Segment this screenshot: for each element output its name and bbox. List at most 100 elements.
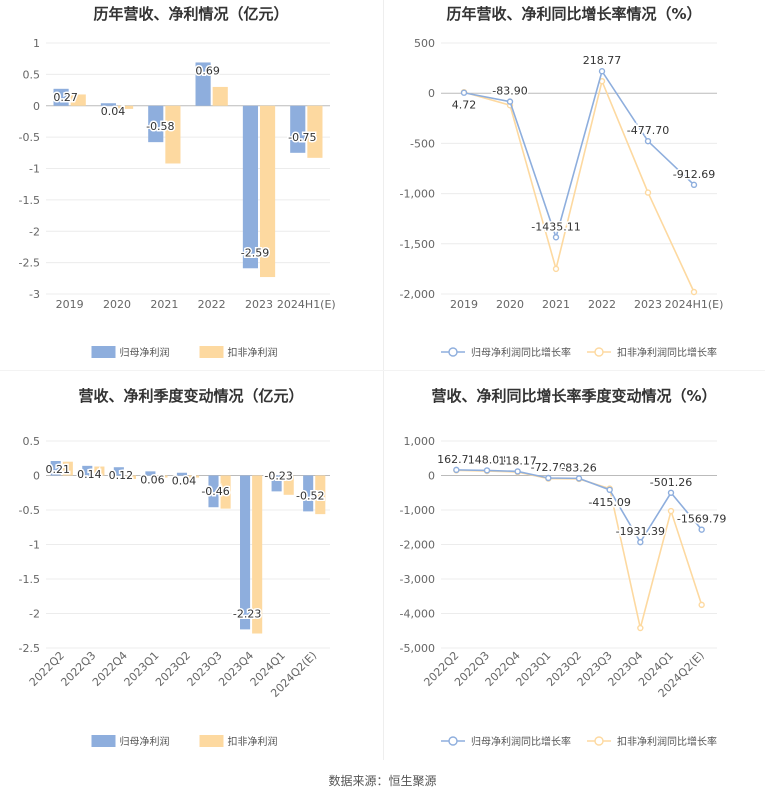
data-label: -501.26: [650, 476, 692, 489]
bar-parent-net-profit: [50, 461, 61, 476]
line-point: [690, 288, 698, 296]
line-parent-net-profit-growth: [463, 69, 695, 241]
data-label: 0.04: [172, 475, 197, 488]
x-tick-label: 2019: [56, 298, 84, 311]
y-tick-label: -5,000: [400, 642, 435, 655]
x-tick-label: 2020: [496, 298, 524, 311]
line-point: [690, 181, 698, 189]
chart-title: 营收、净利季度变动情况（亿元）: [78, 387, 303, 405]
legend-swatch-parent: [91, 735, 116, 747]
bar-parent-net-profit: [290, 105, 306, 153]
bar-parent-net-profit: [53, 88, 69, 106]
data-label: 0.06: [140, 473, 165, 486]
bar-parent-net-profit: [303, 475, 314, 512]
line-deducted-net-profit-growth: [456, 469, 703, 629]
bar-parent-net-profit: [271, 475, 282, 492]
legend-label: 扣非净利润: [228, 346, 278, 359]
x-tick-label: 2024H1(E): [665, 298, 724, 311]
data-label: 0.69: [195, 64, 220, 77]
y-tick-label: -2: [29, 608, 40, 621]
chart-title: 历年营收、净利同比增长率情况（%）: [446, 5, 701, 23]
line-point: [552, 265, 560, 273]
bar-deducted-net-profit: [220, 475, 231, 509]
chart-title: 历年营收、净利情况（亿元）: [93, 5, 288, 23]
legend-swatch-parent: [91, 346, 116, 358]
y-tick-label: 0: [428, 87, 435, 100]
legend-marker-deducted: [594, 347, 604, 357]
y-tick-label: -1: [29, 163, 40, 176]
data-label: 4.72: [452, 99, 477, 112]
bar-deducted-net-profit: [125, 475, 136, 479]
bar-parent-net-profit: [195, 62, 211, 106]
legend-label: 归母净利润同比增长率: [471, 735, 571, 748]
y-tick-label: -1,500: [400, 238, 435, 251]
legend-label: 归母净利润: [120, 346, 170, 359]
y-tick-label: -2.5: [19, 642, 40, 655]
data-label: 162.71: [437, 453, 476, 466]
bar-parent-net-profit: [145, 471, 156, 476]
bar-deducted-net-profit: [118, 105, 134, 109]
bar-parent-net-profit: [208, 475, 219, 508]
line-point: [667, 489, 675, 496]
legend-swatch-deducted: [199, 346, 224, 358]
data-label: 0.21: [46, 463, 71, 476]
y-tick-label: -500: [410, 137, 435, 150]
data-label: 218.77: [583, 54, 622, 67]
line-point: [598, 68, 606, 75]
bar-parent-net-profit: [240, 475, 251, 630]
bar-deducted-net-profit: [94, 466, 105, 476]
bar-parent-net-profit: [82, 465, 93, 476]
y-tick-label: -0.5: [19, 504, 40, 517]
y-tick-label: 1,000: [404, 435, 436, 448]
y-tick-label: 0: [428, 470, 435, 483]
x-tick-label: 2024H1(E): [277, 298, 336, 311]
line-point: [453, 466, 460, 474]
data-label: -83.90: [492, 85, 527, 98]
legend-label: 归母净利润同比增长率: [471, 346, 571, 359]
line-point: [545, 474, 552, 482]
annual-profit-chart: 历年营收、净利情况（亿元） 1 0.5 0 -0.5 -1 -1.5 -2 -2.5 -3 2019…: [0, 0, 383, 370]
line-point: [575, 475, 583, 482]
x-tick-label: 2022: [198, 298, 226, 311]
bar-deducted-net-profit: [70, 94, 86, 106]
data-label: -1931.39: [616, 525, 665, 538]
legend-label: 扣非净利润同比增长率: [617, 346, 717, 359]
annual-growth-chart: 历年营收、净利同比增长率情况（%） 500 0 -500 -1,000 -1,500 -2,…: [383, 0, 765, 370]
y-tick-label: -1: [29, 539, 40, 552]
y-tick-label: 0: [33, 470, 40, 483]
y-tick-label: 0.5: [23, 435, 41, 448]
bar-parent-net-profit: [113, 467, 124, 476]
legend-swatch-deducted: [199, 735, 224, 747]
data-label: 0.14: [77, 468, 102, 481]
data-label: -0.75: [288, 131, 316, 144]
bar-deducted-net-profit: [62, 461, 73, 476]
bar-parent-net-profit: [242, 105, 258, 269]
data-label: -912.69: [673, 168, 715, 181]
line-point: [552, 234, 560, 241]
data-label: 148.03: [468, 453, 507, 466]
y-tick-label: -4,000: [400, 608, 435, 621]
y-tick-label: -1.5: [19, 573, 40, 586]
bar-deducted-net-profit: [165, 105, 181, 164]
y-tick-label: -1,000: [400, 188, 435, 201]
bar-deducted-net-profit: [189, 475, 200, 478]
line-deducted-net-profit-growth: [463, 78, 695, 293]
legend-marker-parent: [448, 736, 458, 746]
bar-parent-net-profit: [100, 103, 116, 106]
y-tick-label: -3: [29, 288, 40, 301]
line-point: [606, 486, 613, 494]
bar-deducted-net-profit: [212, 86, 228, 106]
data-label: -0.23: [264, 469, 292, 482]
data-label: -477.70: [627, 124, 669, 137]
chart-title: 营收、净利同比增长率季度变动情况（%）: [431, 387, 716, 405]
data-label: -2.59: [241, 246, 269, 259]
data-label: -83.26: [561, 461, 596, 474]
y-tick-label: -2,000: [400, 539, 435, 552]
y-tick-label: 0: [33, 100, 40, 113]
line-point: [667, 507, 675, 515]
line-point: [483, 467, 491, 474]
data-label: -0.52: [296, 489, 324, 502]
y-tick-label: -3,000: [400, 573, 435, 586]
line-point: [637, 538, 644, 546]
y-tick-label: 500: [414, 37, 435, 50]
